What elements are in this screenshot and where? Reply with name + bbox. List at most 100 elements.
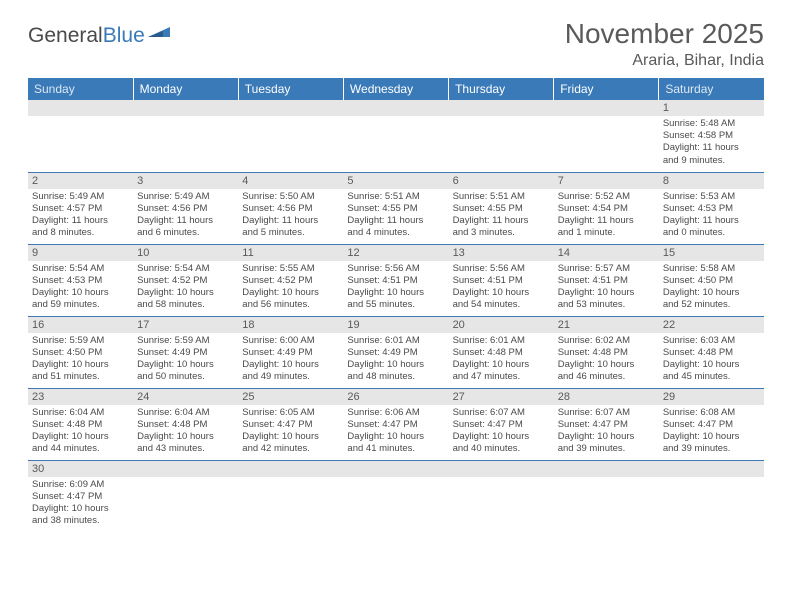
day-number bbox=[659, 461, 764, 477]
daylight1-text: Daylight: 10 hours bbox=[347, 431, 444, 443]
calendar-week-row: 23Sunrise: 6:04 AMSunset: 4:48 PMDayligh… bbox=[28, 388, 764, 460]
day-number: 14 bbox=[554, 245, 659, 261]
logo: GeneralBlue bbox=[28, 24, 174, 48]
calendar-header-row: SundayMondayTuesdayWednesdayThursdayFrid… bbox=[28, 78, 764, 100]
daylight2-text: and 9 minutes. bbox=[663, 155, 760, 167]
daylight2-text: and 44 minutes. bbox=[32, 443, 129, 455]
daylight2-text: and 0 minutes. bbox=[663, 227, 760, 239]
sunset-text: Sunset: 4:47 PM bbox=[347, 419, 444, 431]
sunset-text: Sunset: 4:48 PM bbox=[32, 419, 129, 431]
daylight1-text: Daylight: 10 hours bbox=[453, 431, 550, 443]
daylight2-text: and 56 minutes. bbox=[242, 299, 339, 311]
daylight2-text: and 3 minutes. bbox=[453, 227, 550, 239]
calendar-cell: 6Sunrise: 5:51 AMSunset: 4:55 PMDaylight… bbox=[449, 172, 554, 244]
sunrise-text: Sunrise: 5:50 AM bbox=[242, 191, 339, 203]
daylight1-text: Daylight: 10 hours bbox=[32, 503, 129, 515]
calendar-cell: 18Sunrise: 6:00 AMSunset: 4:49 PMDayligh… bbox=[238, 316, 343, 388]
daylight2-text: and 53 minutes. bbox=[558, 299, 655, 311]
page: GeneralBlue November 2025 Araria, Bihar,… bbox=[0, 0, 792, 546]
day-number: 8 bbox=[659, 173, 764, 189]
daylight1-text: Daylight: 11 hours bbox=[242, 215, 339, 227]
day-number: 7 bbox=[554, 173, 659, 189]
daylight1-text: Daylight: 11 hours bbox=[663, 215, 760, 227]
daylight2-text: and 41 minutes. bbox=[347, 443, 444, 455]
calendar-cell: 30Sunrise: 6:09 AMSunset: 4:47 PMDayligh… bbox=[28, 460, 133, 532]
day-number: 24 bbox=[133, 389, 238, 405]
sunset-text: Sunset: 4:54 PM bbox=[558, 203, 655, 215]
sunrise-text: Sunrise: 6:06 AM bbox=[347, 407, 444, 419]
calendar-cell: 2Sunrise: 5:49 AMSunset: 4:57 PMDaylight… bbox=[28, 172, 133, 244]
calendar-cell: 23 Sunrise: 6:04 AMSunset: 4:48 PMDayligh… bbox=[28, 388, 133, 460]
day-number bbox=[343, 461, 448, 477]
day-number bbox=[449, 100, 554, 116]
sunset-text: Sunset: 4:56 PM bbox=[137, 203, 234, 215]
calendar-cell: 5Sunrise: 5:51 AMSunset: 4:55 PMDaylight… bbox=[343, 172, 448, 244]
sunrise-text: Sunrise: 6:07 AM bbox=[558, 407, 655, 419]
calendar-cell: 13Sunrise: 5:56 AMSunset: 4:51 PMDayligh… bbox=[449, 244, 554, 316]
day-number: 4 bbox=[238, 173, 343, 189]
header: GeneralBlue November 2025 Araria, Bihar,… bbox=[28, 18, 764, 70]
calendar-cell bbox=[659, 460, 764, 532]
sunrise-text: Sunrise: 5:48 AM bbox=[663, 118, 760, 130]
day-number: 3 bbox=[133, 173, 238, 189]
daylight1-text: Daylight: 10 hours bbox=[32, 431, 129, 443]
logo-word2: Blue bbox=[103, 24, 145, 47]
day-number: 23 bbox=[28, 389, 133, 405]
sunrise-text: Sunrise: 6:04 AM bbox=[32, 407, 129, 419]
sunset-text: Sunset: 4:53 PM bbox=[663, 203, 760, 215]
daylight2-text: and 39 minutes. bbox=[663, 443, 760, 455]
sunset-text: Sunset: 4:49 PM bbox=[137, 347, 234, 359]
day-header: Monday bbox=[133, 78, 238, 100]
daylight1-text: Daylight: 10 hours bbox=[663, 431, 760, 443]
sunrise-text: Sunrise: 6:02 AM bbox=[558, 335, 655, 347]
logo-flag-icon bbox=[148, 23, 174, 46]
daylight2-text: and 43 minutes. bbox=[137, 443, 234, 455]
sunset-text: Sunset: 4:48 PM bbox=[663, 347, 760, 359]
daylight1-text: Daylight: 10 hours bbox=[663, 359, 760, 371]
location: Araria, Bihar, India bbox=[565, 52, 764, 70]
sunset-text: Sunset: 4:57 PM bbox=[32, 203, 129, 215]
day-number: 2 bbox=[28, 173, 133, 189]
daylight1-text: Daylight: 11 hours bbox=[663, 142, 760, 154]
sunset-text: Sunset: 4:51 PM bbox=[558, 275, 655, 287]
day-number bbox=[133, 461, 238, 477]
day-header: Wednesday bbox=[343, 78, 448, 100]
sunset-text: Sunset: 4:52 PM bbox=[242, 275, 339, 287]
day-header: Thursday bbox=[449, 78, 554, 100]
daylight2-text: and 55 minutes. bbox=[347, 299, 444, 311]
day-number: 30 bbox=[28, 461, 133, 477]
daylight2-text: and 52 minutes. bbox=[663, 299, 760, 311]
calendar-cell: 20Sunrise: 6:01 AMSunset: 4:48 PMDayligh… bbox=[449, 316, 554, 388]
daylight1-text: Daylight: 11 hours bbox=[32, 215, 129, 227]
daylight1-text: Daylight: 10 hours bbox=[242, 287, 339, 299]
daylight1-text: Daylight: 10 hours bbox=[453, 287, 550, 299]
sunrise-text: Sunrise: 6:00 AM bbox=[242, 335, 339, 347]
sunset-text: Sunset: 4:55 PM bbox=[347, 203, 444, 215]
calendar-table: SundayMondayTuesdayWednesdayThursdayFrid… bbox=[28, 78, 764, 532]
daylight1-text: Daylight: 10 hours bbox=[663, 287, 760, 299]
day-number: 16 bbox=[28, 317, 133, 333]
calendar-cell: 27Sunrise: 6:07 AMSunset: 4:47 PMDayligh… bbox=[449, 388, 554, 460]
sunset-text: Sunset: 4:58 PM bbox=[663, 130, 760, 142]
sunrise-text: Sunrise: 5:55 AM bbox=[242, 263, 339, 275]
day-number bbox=[554, 461, 659, 477]
day-header: Sunday bbox=[28, 78, 133, 100]
day-number: 6 bbox=[449, 173, 554, 189]
calendar-cell bbox=[343, 100, 448, 172]
daylight2-text: and 5 minutes. bbox=[242, 227, 339, 239]
sunset-text: Sunset: 4:47 PM bbox=[558, 419, 655, 431]
day-number: 9 bbox=[28, 245, 133, 261]
calendar-cell: 28Sunrise: 6:07 AMSunset: 4:47 PMDayligh… bbox=[554, 388, 659, 460]
calendar-cell bbox=[238, 460, 343, 532]
daylight1-text: Daylight: 10 hours bbox=[137, 359, 234, 371]
day-number: 11 bbox=[238, 245, 343, 261]
sunrise-text: Sunrise: 5:57 AM bbox=[558, 263, 655, 275]
day-header: Saturday bbox=[659, 78, 764, 100]
daylight2-text: and 39 minutes. bbox=[558, 443, 655, 455]
calendar-cell: 7Sunrise: 5:52 AMSunset: 4:54 PMDaylight… bbox=[554, 172, 659, 244]
day-number: 5 bbox=[343, 173, 448, 189]
sunrise-text: Sunrise: 6:04 AM bbox=[137, 407, 234, 419]
day-number: 26 bbox=[343, 389, 448, 405]
daylight2-text: and 45 minutes. bbox=[663, 371, 760, 383]
calendar-cell bbox=[554, 100, 659, 172]
